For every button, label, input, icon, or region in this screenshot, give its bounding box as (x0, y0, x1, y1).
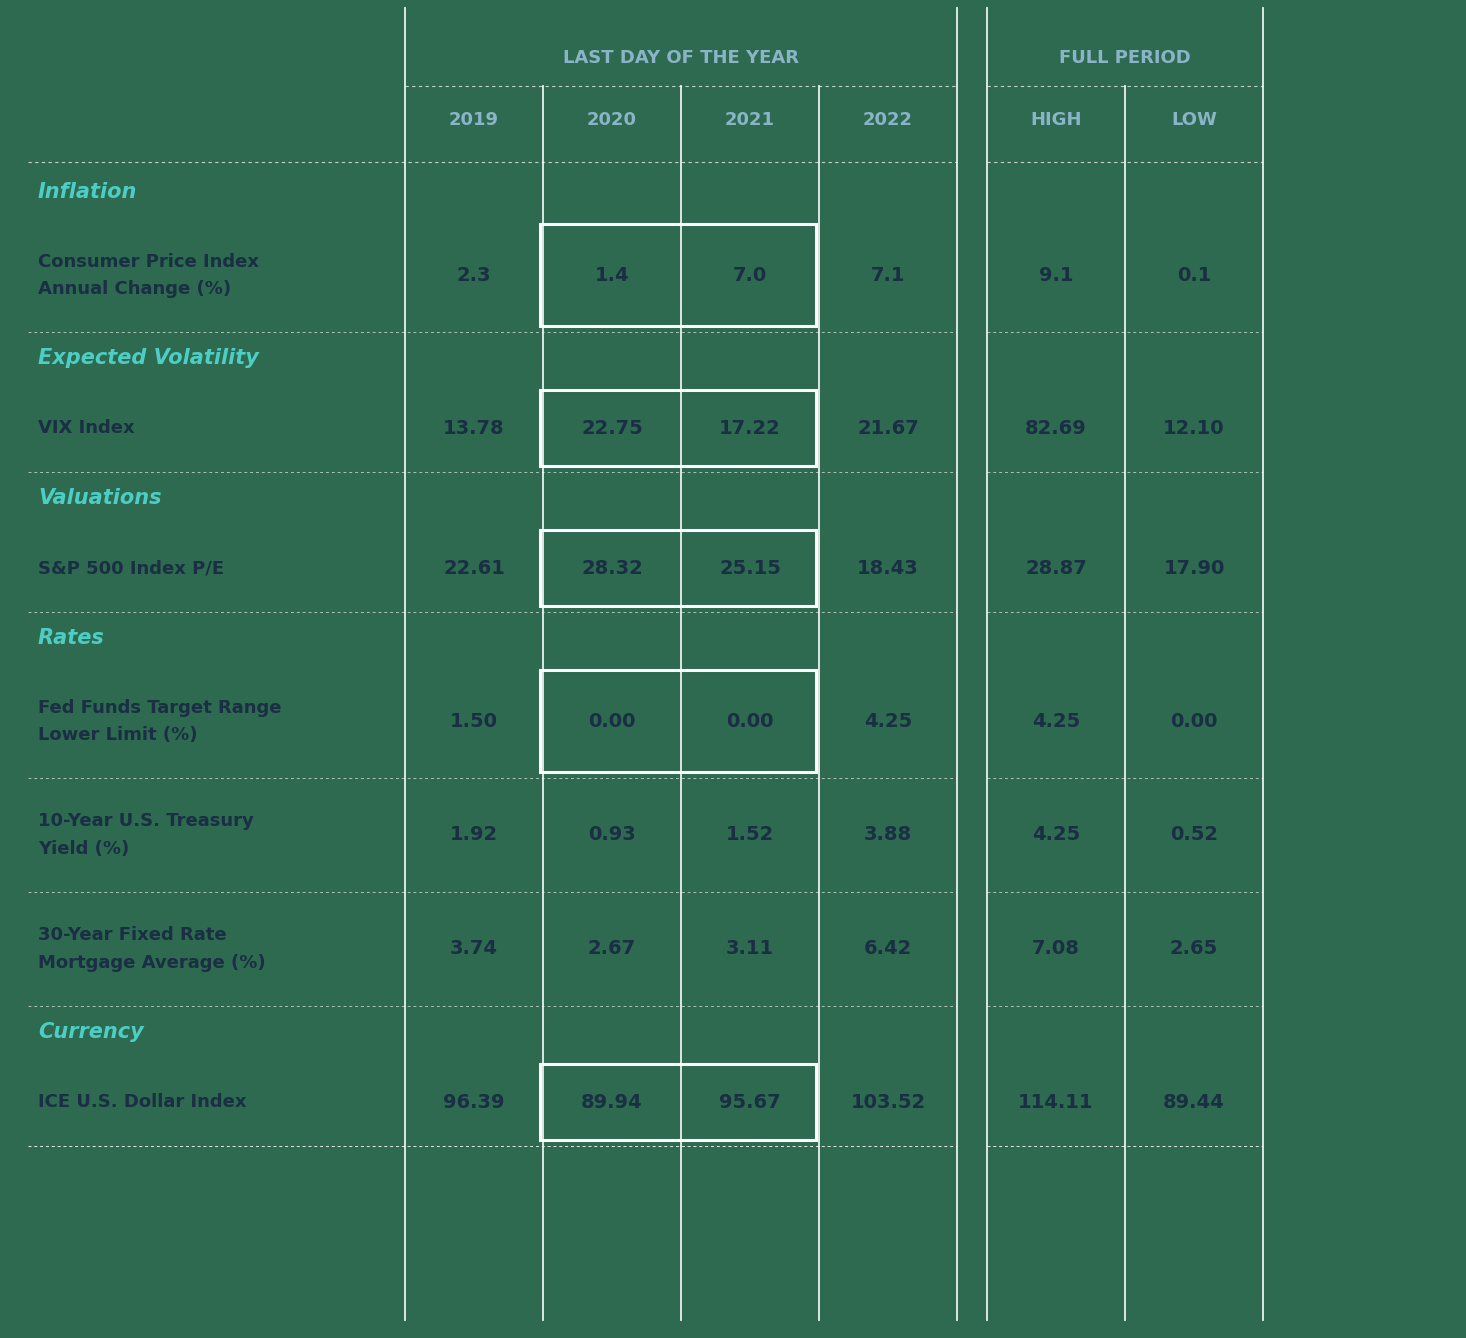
Text: 12.10: 12.10 (1163, 419, 1224, 438)
Text: 89.44: 89.44 (1163, 1093, 1226, 1112)
Text: 0.00: 0.00 (588, 712, 636, 731)
Text: Rates: Rates (38, 628, 104, 648)
Text: Valuations: Valuations (38, 488, 161, 508)
Text: 2021: 2021 (726, 111, 776, 128)
Text: 21.67: 21.67 (858, 419, 919, 438)
Text: 22.61: 22.61 (443, 558, 504, 578)
Text: 103.52: 103.52 (850, 1093, 925, 1112)
Text: S&P 500 Index P/E: S&P 500 Index P/E (38, 559, 224, 577)
Text: 1.50: 1.50 (450, 712, 498, 731)
Text: 2.65: 2.65 (1170, 939, 1218, 958)
Bar (539, 670, 817, 772)
Text: Lower Limit (%): Lower Limit (%) (38, 725, 198, 744)
Text: 3.88: 3.88 (863, 826, 912, 844)
Text: Mortgage Average (%): Mortgage Average (%) (38, 954, 265, 971)
Text: 0.52: 0.52 (1170, 826, 1218, 844)
Text: 0.1: 0.1 (1177, 265, 1211, 285)
Text: Yield (%): Yield (%) (38, 839, 129, 858)
Text: 2020: 2020 (586, 111, 638, 128)
Text: 2019: 2019 (449, 111, 498, 128)
Text: Inflation: Inflation (38, 182, 138, 202)
Text: 96.39: 96.39 (443, 1093, 504, 1112)
Text: 7.0: 7.0 (733, 265, 767, 285)
Text: 0.93: 0.93 (588, 826, 636, 844)
Text: 22.75: 22.75 (581, 419, 644, 438)
Text: LOW: LOW (1171, 111, 1217, 128)
Text: VIX Index: VIX Index (38, 419, 135, 438)
Bar (539, 530, 817, 606)
Text: 17.22: 17.22 (720, 419, 781, 438)
Text: ICE U.S. Dollar Index: ICE U.S. Dollar Index (38, 1093, 246, 1111)
Text: 89.94: 89.94 (581, 1093, 642, 1112)
Text: 0.00: 0.00 (1170, 712, 1218, 731)
Text: 82.69: 82.69 (1025, 419, 1086, 438)
Text: 2.3: 2.3 (457, 265, 491, 285)
Text: 25.15: 25.15 (718, 558, 781, 578)
Text: Fed Funds Target Range: Fed Funds Target Range (38, 698, 281, 717)
Text: 28.87: 28.87 (1025, 558, 1086, 578)
Text: 4.25: 4.25 (863, 712, 912, 731)
Text: 1.92: 1.92 (450, 826, 498, 844)
Text: 18.43: 18.43 (858, 558, 919, 578)
Text: 3.11: 3.11 (726, 939, 774, 958)
Text: 1.4: 1.4 (595, 265, 629, 285)
Text: 10-Year U.S. Treasury: 10-Year U.S. Treasury (38, 812, 254, 831)
Text: Annual Change (%): Annual Change (%) (38, 280, 232, 297)
Text: 17.90: 17.90 (1164, 558, 1224, 578)
Text: 1.52: 1.52 (726, 826, 774, 844)
Text: HIGH: HIGH (1031, 111, 1082, 128)
Text: 7.1: 7.1 (871, 265, 905, 285)
Text: 4.25: 4.25 (1032, 826, 1080, 844)
Bar (539, 389, 817, 466)
Text: 2022: 2022 (863, 111, 913, 128)
Bar (539, 223, 817, 326)
Text: 6.42: 6.42 (863, 939, 912, 958)
Text: Consumer Price Index: Consumer Price Index (38, 253, 259, 270)
Text: LAST DAY OF THE YEAR: LAST DAY OF THE YEAR (563, 50, 799, 67)
Text: FULL PERIOD: FULL PERIOD (1058, 50, 1190, 67)
Text: 2.67: 2.67 (588, 939, 636, 958)
Text: 13.78: 13.78 (443, 419, 504, 438)
Text: 28.32: 28.32 (581, 558, 644, 578)
Text: 114.11: 114.11 (1019, 1093, 1094, 1112)
Text: 4.25: 4.25 (1032, 712, 1080, 731)
Text: 3.74: 3.74 (450, 939, 498, 958)
Text: 30-Year Fixed Rate: 30-Year Fixed Rate (38, 926, 227, 945)
Text: 9.1: 9.1 (1039, 265, 1073, 285)
Text: Expected Volatility: Expected Volatility (38, 348, 259, 368)
Text: 0.00: 0.00 (726, 712, 774, 731)
Text: Currency: Currency (38, 1022, 144, 1042)
Text: 7.08: 7.08 (1032, 939, 1080, 958)
Text: 95.67: 95.67 (720, 1093, 781, 1112)
Bar (539, 1064, 817, 1140)
